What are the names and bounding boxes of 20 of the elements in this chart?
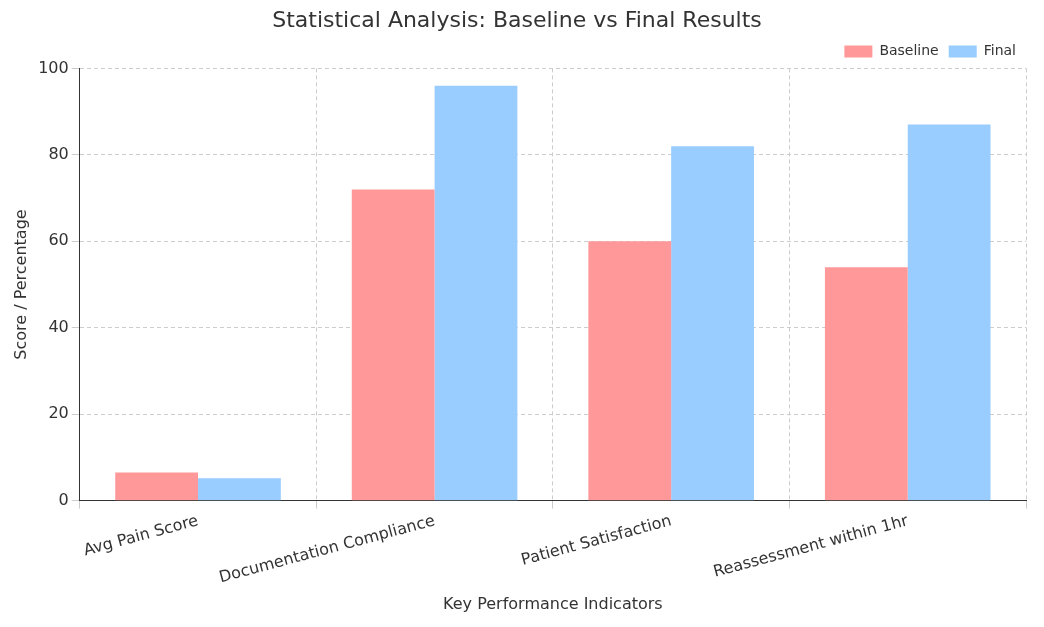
x-tick-label: Avg Pain Score xyxy=(81,510,201,560)
bar xyxy=(434,85,518,501)
bar xyxy=(588,241,672,501)
y-tick-label: 100 xyxy=(38,57,69,77)
bar xyxy=(198,478,281,501)
y-tick-label: 40 xyxy=(48,316,69,336)
x-axis-title: Key Performance Indicators xyxy=(443,593,663,613)
chart-title: Statistical Analysis: Baseline vs Final Results xyxy=(272,6,762,32)
bar xyxy=(115,472,199,501)
y-tick-label: 20 xyxy=(48,403,69,423)
y-tick-label: 80 xyxy=(48,144,69,163)
y-axis-title: Score / Percentage xyxy=(10,209,30,360)
bar xyxy=(907,124,991,501)
bar xyxy=(351,189,435,501)
bar xyxy=(824,267,908,501)
legend-label: Baseline xyxy=(879,42,939,59)
bar xyxy=(671,146,754,501)
legend-label: Final xyxy=(983,42,1016,59)
y-tick-label: 0 xyxy=(58,489,69,509)
y-tick-label: 60 xyxy=(48,230,69,250)
